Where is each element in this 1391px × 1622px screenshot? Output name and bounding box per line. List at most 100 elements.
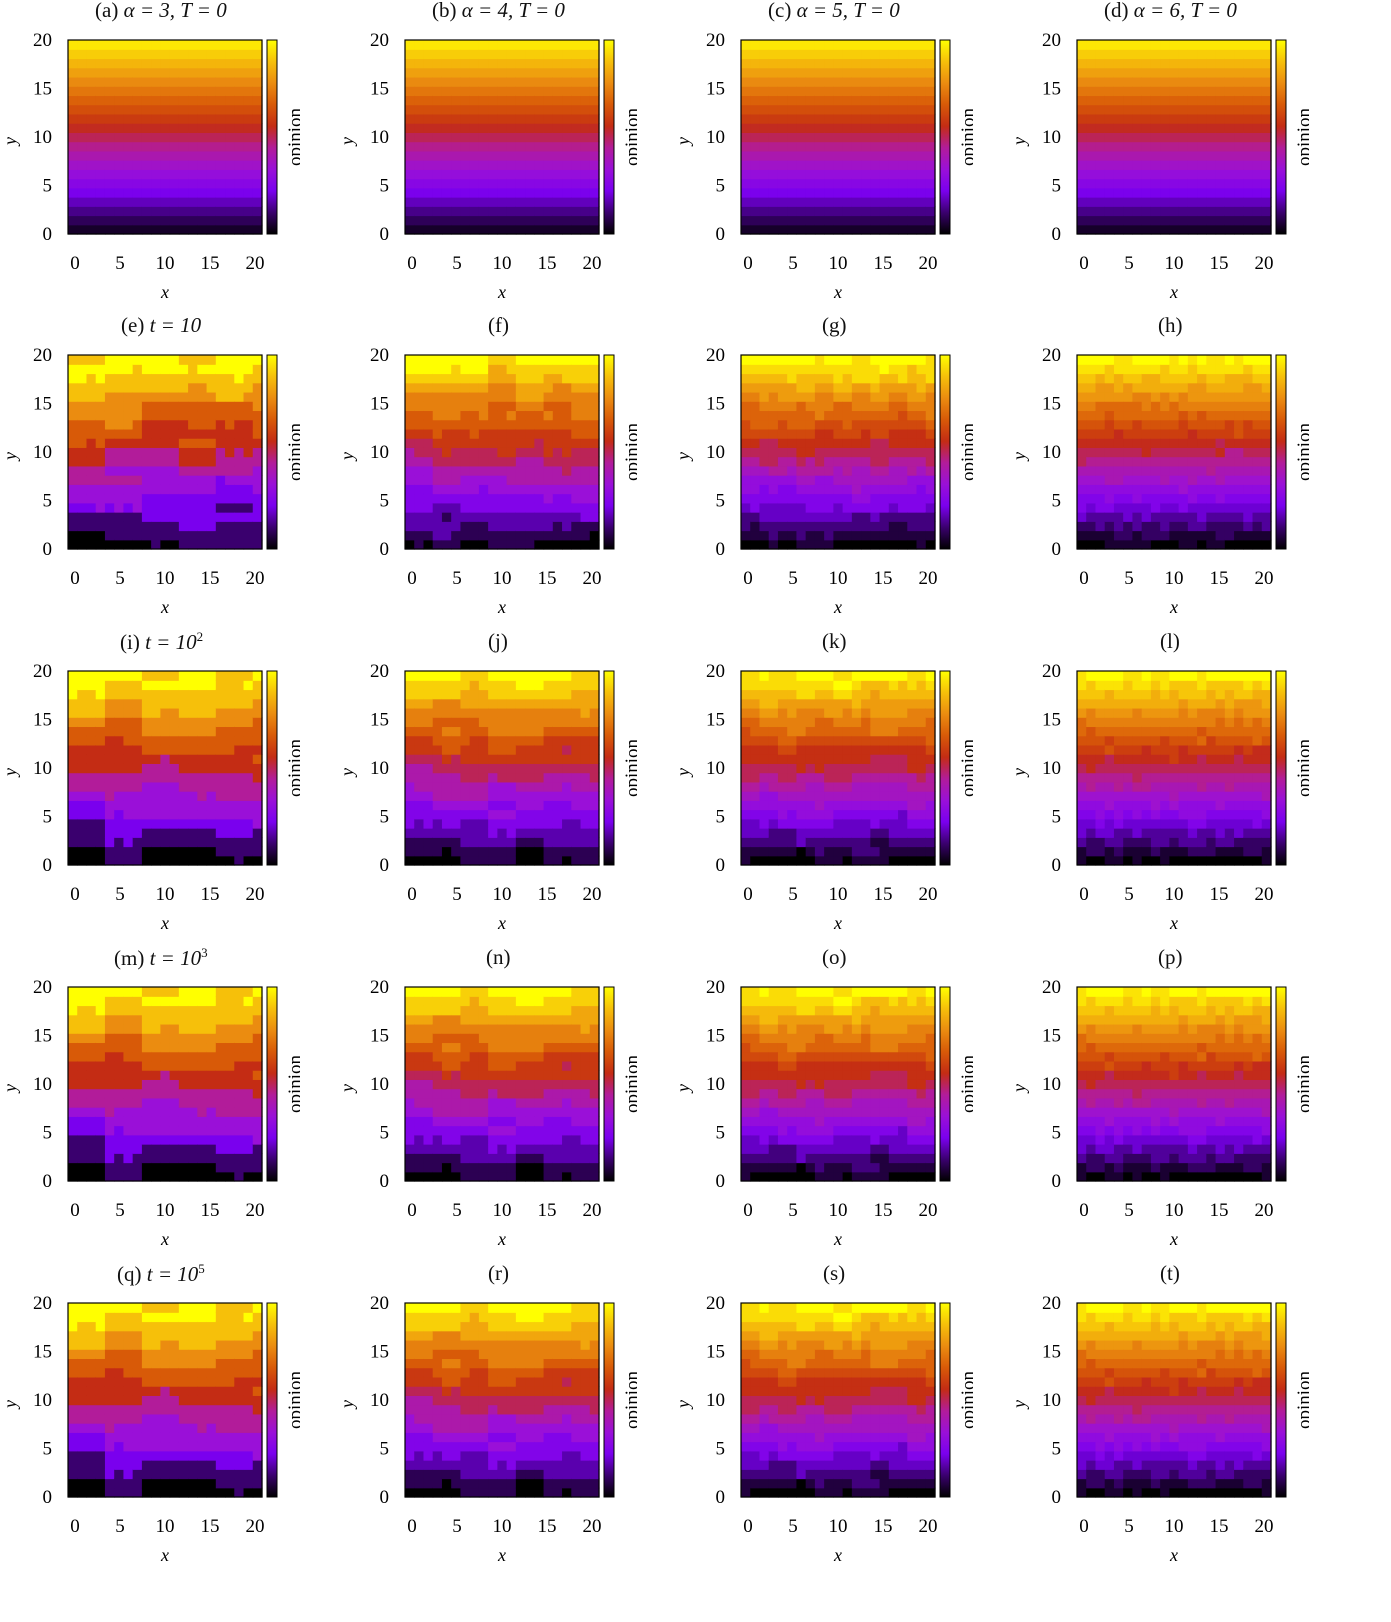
- heatmap-cell: [86, 197, 97, 207]
- heatmap-cell: [1187, 40, 1198, 50]
- heatmap-cell: [842, 781, 853, 792]
- heatmap-cell: [879, 447, 890, 458]
- heatmap-cell: [888, 373, 899, 384]
- heatmap-cell: [132, 456, 143, 467]
- heatmap-cell: [1224, 401, 1235, 412]
- heatmap-cell: [178, 726, 189, 737]
- heatmap-cell: [1197, 456, 1207, 467]
- heatmap-cell: [833, 215, 844, 226]
- heatmap-cell: [160, 160, 171, 170]
- heatmap-cell: [552, 86, 563, 97]
- x-axis-label: x: [833, 597, 842, 617]
- heatmap-cell: [432, 132, 443, 143]
- heatmap-cell: [169, 40, 180, 50]
- heatmap-cell: [562, 726, 572, 737]
- x-tick-label: 20: [246, 884, 265, 905]
- heatmap-cell: [805, 49, 816, 60]
- heatmap-cell: [405, 726, 415, 737]
- heatmap-cell: [1104, 178, 1115, 189]
- heatmap-cell: [571, 169, 582, 180]
- heatmap-cell: [423, 197, 434, 207]
- heatmap-cell: [478, 438, 489, 448]
- heatmap-cell: [796, 689, 807, 700]
- heatmap-cell: [141, 364, 152, 375]
- heatmap-cell: [515, 169, 526, 180]
- heatmap-cell: [405, 698, 415, 709]
- heatmap-cell: [1077, 502, 1087, 513]
- heatmap-cell: [750, 76, 761, 87]
- heatmap-cell: [805, 456, 816, 467]
- heatmap-cell: [1234, 123, 1244, 133]
- heatmap-cell: [907, 521, 918, 532]
- heatmap-cell: [1132, 419, 1143, 430]
- heatmap-cell: [888, 539, 899, 550]
- heatmap-cell: [478, 456, 489, 467]
- heatmap-cell: [86, 744, 97, 755]
- heatmap-cell: [842, 197, 853, 207]
- heatmap-cell: [1206, 410, 1217, 421]
- heatmap-cell: [552, 772, 563, 783]
- heatmap-cell: [1150, 355, 1161, 365]
- panel-math: α = 5, T = 0: [796, 0, 900, 22]
- heatmap-cell: [1095, 493, 1106, 504]
- heatmap-cell: [188, 539, 198, 550]
- heatmap-cell: [169, 49, 180, 60]
- heatmap-cell: [759, 197, 770, 207]
- heatmap-cell: [1178, 401, 1189, 412]
- heatmap-cell: [114, 150, 125, 161]
- heatmap-cell: [741, 717, 751, 728]
- heatmap-cell: [777, 40, 788, 50]
- heatmap-cell: [907, 150, 918, 161]
- heatmap-cell: [497, 410, 508, 421]
- heatmap-cell: [1252, 104, 1263, 115]
- heatmap-cell: [543, 364, 554, 375]
- heatmap-cell: [1169, 76, 1180, 87]
- heatmap-cell: [589, 726, 600, 737]
- heatmap-cell: [423, 95, 434, 106]
- heatmap-cell: [907, 215, 918, 226]
- heatmap-cell: [132, 428, 143, 439]
- heatmap-cell: [405, 206, 415, 217]
- heatmap-cell: [515, 717, 526, 728]
- heatmap-cell: [414, 791, 425, 801]
- heatmap-cell: [842, 689, 853, 700]
- heatmap-cell: [225, 772, 235, 783]
- heatmap-cell: [870, 717, 881, 728]
- heatmap-cell: [741, 150, 751, 161]
- heatmap-cell: [77, 539, 88, 550]
- heatmap-cell: [515, 187, 526, 198]
- heatmap-cell: [741, 113, 751, 124]
- heatmap-cell: [423, 206, 434, 217]
- heatmap-cell: [870, 428, 881, 439]
- heatmap-cell: [1197, 401, 1207, 412]
- heatmap-cell: [1150, 58, 1161, 69]
- heatmap-cell: [225, 104, 235, 115]
- heatmap-cell: [898, 86, 908, 97]
- heatmap-cell: [907, 735, 918, 746]
- heatmap-cell: [759, 735, 770, 746]
- heatmap-cell: [234, 49, 245, 60]
- heatmap-cell: [432, 95, 443, 106]
- heatmap-cell: [488, 671, 498, 681]
- heatmap-cell: [888, 141, 899, 152]
- heatmap-cell: [68, 530, 78, 541]
- heatmap-cell: [252, 744, 263, 755]
- heatmap-cell: [77, 521, 88, 532]
- heatmap-cell: [861, 401, 871, 412]
- heatmap-cell: [796, 215, 807, 226]
- heatmap-cell: [506, 410, 517, 421]
- heatmap-cell: [1113, 169, 1124, 180]
- heatmap-cell: [562, 809, 572, 820]
- heatmap-cell: [1197, 355, 1207, 365]
- heatmap-cell: [824, 206, 834, 217]
- heatmap-cell: [234, 67, 245, 78]
- heatmap-cell: [178, 40, 189, 50]
- heatmap-cell: [861, 197, 871, 207]
- heatmap-cell: [1141, 456, 1152, 467]
- heatmap-cell: [907, 707, 918, 718]
- heatmap-cell: [188, 123, 198, 133]
- heatmap-cell: [178, 837, 189, 848]
- heatmap-cell: [451, 150, 462, 161]
- heatmap-cell: [851, 410, 862, 421]
- heatmap-cell: [768, 800, 779, 811]
